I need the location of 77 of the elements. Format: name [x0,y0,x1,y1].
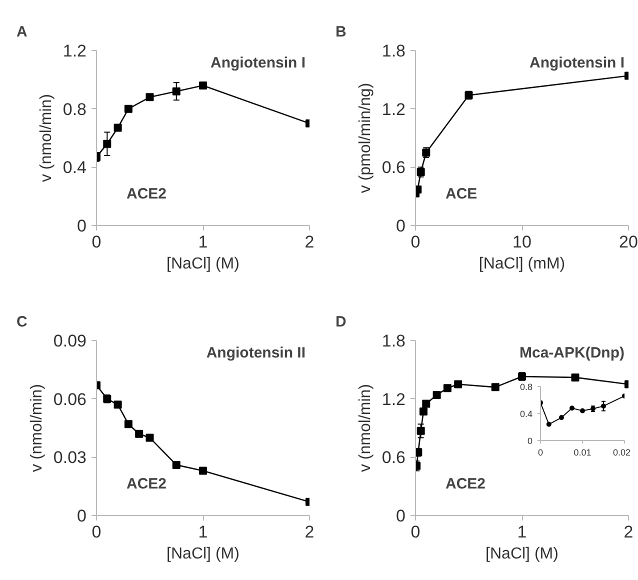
point [419,407,428,416]
point [416,186,422,194]
x-tick-label: 0 [538,448,544,458]
chart-title: A [16,24,28,40]
chart-title: C [16,314,28,330]
y-tick-label: 0 [77,506,87,526]
x-tick-label: 10 [512,232,532,252]
y-tick-label: 0 [396,216,406,236]
x-axis-title: [NaCl] (M) [486,546,558,562]
y-tick-label: 0.4 [520,409,533,419]
annotation: Angiotensin II [206,344,306,362]
y-tick-label: 0.09 [53,332,87,350]
annotation: ACE2 [446,476,486,492]
y-tick-label: 0.8 [62,100,87,119]
y-tick-label: 0.6 [382,448,406,468]
x-axis-title: [NaCl] (mM) [478,256,566,272]
point [124,104,132,113]
y-axis-title: v (nmol/min) [38,94,55,182]
y-tick-label: 0 [77,216,87,236]
point [103,140,112,148]
point [114,400,122,409]
point [199,82,207,90]
x-tick-label: 1 [198,232,208,252]
annotation: Angiotensin I [210,54,306,72]
point [416,426,425,435]
point [601,404,606,409]
x-tick-label: 0 [410,522,420,542]
x-tick-label: 0 [92,232,102,252]
point [571,373,580,382]
point [114,124,122,132]
point [124,420,132,428]
point [416,448,422,456]
point [491,383,500,392]
chart-title: D [336,314,346,330]
point [443,384,452,392]
x-tick-label: 0 [92,522,102,542]
y-tick-label: 1.8 [382,42,406,60]
x-tick-label: 2 [304,232,314,252]
y-tick-label: 0.8 [520,382,533,392]
point [146,434,154,442]
annotation: ACE2 [126,186,167,202]
point [199,466,207,475]
point [432,390,441,399]
x-tick-label: 2 [304,522,314,542]
annotation: ACE2 [126,476,167,492]
point [172,87,180,96]
y-tick-label: 0.03 [53,448,87,468]
y-axis-title: v (nmol/min) [28,384,46,472]
y-tick-label: 1.2 [382,100,406,119]
y-axis-title: v (pmol/min/ng) [356,82,374,194]
point [422,400,430,408]
x-axis-title: [NaCl] (M) [166,546,240,562]
point [135,430,144,438]
y-tick-label: 1.8 [382,332,406,350]
x-tick-label: 0.01 [574,448,592,458]
x-tick-label: 1 [198,522,208,542]
x-tick-label: 1 [517,522,527,542]
x-tick-label: 2 [624,522,634,542]
annotation: Angiotensin I [530,54,625,72]
point [146,93,154,102]
y-axis-title: v (nmol/min) [356,384,374,472]
y-tick-label: 0.4 [62,158,87,178]
x-axis-title: [NaCl] (M) [166,256,240,272]
y-tick-label: 1.2 [62,42,87,60]
annotation: ACE [446,186,478,202]
x-tick-label: 20 [619,232,638,252]
point [172,460,180,469]
y-tick-label: 1.2 [382,390,406,409]
y-tick-label: 0 [527,436,533,446]
y-tick-label: 0.6 [382,158,406,178]
x-tick-label: 0.02 [612,448,631,458]
annotation: Mca-APK(Dnp) [520,344,625,362]
chart-title: B [336,24,346,40]
point [454,380,462,388]
y-tick-label: 0 [396,506,406,526]
x-tick-label: 0 [410,232,420,252]
y-tick-label: 0.06 [53,390,87,409]
